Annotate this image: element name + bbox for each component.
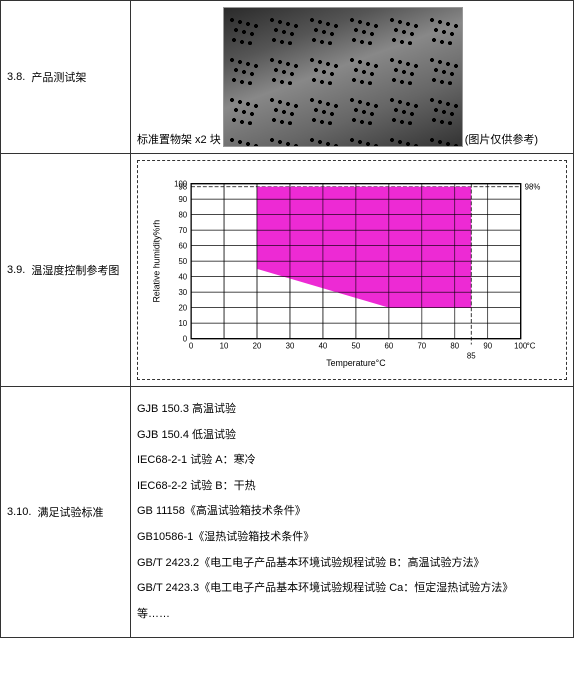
row-3-10: 3.10. 满足试验标准 GJB 150.3 高温试验 GJB 150.4 低温试… xyxy=(1,387,573,637)
standard-item: GJB 150.4 低温试验 xyxy=(137,427,567,445)
photo-caption-left: 标准置物架 x2 块 xyxy=(137,131,221,147)
row-title: 满足试验标准 xyxy=(37,504,103,520)
svg-text:70: 70 xyxy=(178,226,187,235)
svg-text:0: 0 xyxy=(189,341,194,350)
row-3-9-label: 3.9. 温湿度控制参考图 xyxy=(1,154,131,386)
svg-text:50: 50 xyxy=(352,341,361,350)
row-3-8-content: 标准置物架 x2 块 (图片仅供参考) xyxy=(131,1,573,153)
shelf-photo xyxy=(223,7,463,147)
row-3-10-content: GJB 150.3 高温试验 GJB 150.4 低温试验 IEC68-2-1 试验… xyxy=(131,387,573,637)
svg-text:40: 40 xyxy=(178,273,187,282)
row-3-8-label: 3.8. 产品测试架 xyxy=(1,1,131,153)
svg-text:20: 20 xyxy=(178,304,187,313)
spec-table: 3.8. 产品测试架 标准置物架 x2 块 (图片仅供参考) 3.9. 温湿度控… xyxy=(0,0,574,638)
svg-text:98%: 98% xyxy=(525,183,541,192)
svg-text:20: 20 xyxy=(253,341,262,350)
svg-text:60: 60 xyxy=(384,341,393,350)
standard-item: GB 11158《高温试验箱技术条件》 xyxy=(137,503,567,521)
row-3-10-label: 3.10. 满足试验标准 xyxy=(1,387,131,637)
svg-text:30: 30 xyxy=(286,341,295,350)
row-num: 3.9. xyxy=(7,264,25,276)
standard-item: IEC68-2-1 试验 A：寒冷 xyxy=(137,452,567,470)
svg-text:85: 85 xyxy=(467,351,476,360)
svg-text:10: 10 xyxy=(178,319,187,328)
standard-item: IEC68-2-2 试验 B：干热 xyxy=(137,478,567,496)
humidity-chart: 0102030405060708090100010203040506070809… xyxy=(137,160,567,380)
chart-svg: 0102030405060708090100010203040506070809… xyxy=(144,171,556,369)
svg-text:70: 70 xyxy=(417,341,426,350)
svg-text:Temperature°C: Temperature°C xyxy=(326,358,386,368)
svg-text:90: 90 xyxy=(483,341,492,350)
row-3-9-content: 0102030405060708090100010203040506070809… xyxy=(131,154,573,386)
svg-text:60: 60 xyxy=(178,242,187,251)
standard-item: GB10586-1《湿热试验箱技术条件》 xyxy=(137,529,567,547)
standard-item: 等…… xyxy=(137,606,567,624)
row-num: 3.10. xyxy=(7,506,31,518)
photo-caption-right: (图片仅供参考) xyxy=(465,131,538,147)
svg-text:90: 90 xyxy=(178,195,187,204)
standard-item: GB/T 2423.3《电工电子产品基本环境试验规程试验 Ca：恒定湿热试验方法… xyxy=(137,580,567,598)
svg-text:Relative humidity%rh: Relative humidity%rh xyxy=(152,220,162,303)
row-title: 温湿度控制参考图 xyxy=(31,262,119,278)
row-3-9: 3.9. 温湿度控制参考图 01020304050607080901000102… xyxy=(1,154,573,387)
svg-text:80: 80 xyxy=(178,211,187,220)
row-num: 3.8. xyxy=(7,71,25,83)
svg-text:80: 80 xyxy=(450,341,459,350)
standard-item: GJB 150.3 高温试验 xyxy=(137,401,567,419)
svg-text:98: 98 xyxy=(178,183,187,192)
row-title: 产品测试架 xyxy=(31,69,86,85)
svg-text:0: 0 xyxy=(183,335,188,344)
svg-text:°C: °C xyxy=(527,341,536,350)
row-3-8: 3.8. 产品测试架 标准置物架 x2 块 (图片仅供参考) xyxy=(1,1,573,154)
standard-item: GB/T 2423.2《电工电子产品基本环境试验规程试验 B：高温试验方法》 xyxy=(137,555,567,573)
svg-text:30: 30 xyxy=(178,288,187,297)
svg-text:40: 40 xyxy=(319,341,328,350)
svg-text:10: 10 xyxy=(220,341,229,350)
svg-text:50: 50 xyxy=(178,257,187,266)
